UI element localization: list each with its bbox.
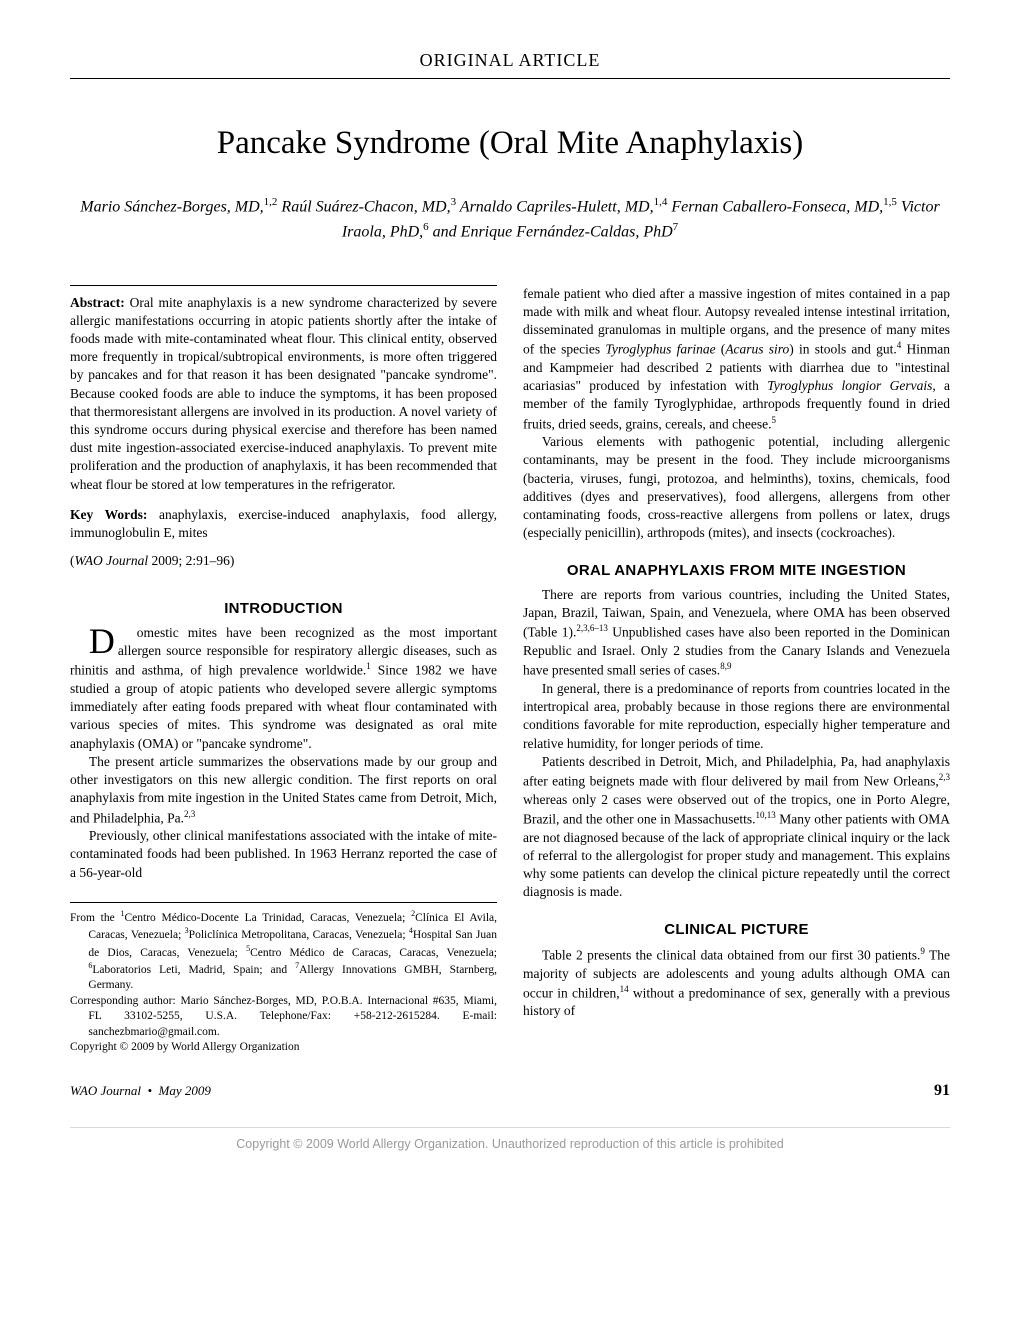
keywords: Key Words: anaphylaxis, exercise-induced…: [70, 506, 497, 542]
article-title: Pancake Syndrome (Oral Mite Anaphylaxis): [70, 121, 950, 166]
col2-para-2: Various elements with pathogenic potenti…: [523, 433, 950, 542]
abstract-text: Oral mite anaphylaxis is a new syndrome …: [70, 295, 497, 492]
abstract-body: Abstract: Oral mite anaphylaxis is a new…: [70, 294, 497, 494]
heading-clinical: CLINICAL PICTURE: [523, 920, 950, 940]
abstract-block: Abstract: Oral mite anaphylaxis is a new…: [70, 285, 497, 571]
heading-introduction: INTRODUCTION: [70, 599, 497, 619]
affiliation-block: From the 1Centro Médico-Docente La Trini…: [70, 902, 497, 1056]
col2-para-1: female patient who died after a massive …: [523, 285, 950, 434]
citation: (WAO Journal 2009; 2:91–96): [70, 552, 497, 570]
corresponding-author: Corresponding author: Mario Sánchez-Borg…: [70, 994, 497, 1041]
heading-oral: ORAL ANAPHYLAXIS FROM MITE INGESTION: [523, 561, 950, 581]
intro-para-3: Previously, other clinical manifestation…: [70, 827, 497, 882]
intro-para-2: The present article summarizes the obser…: [70, 753, 497, 827]
section-header: ORIGINAL ARTICLE: [70, 48, 950, 79]
copyright-line: Copyright © 2009 by World Allergy Organi…: [70, 1040, 497, 1056]
clinical-para-1: Table 2 presents the clinical data obtai…: [523, 945, 950, 1021]
author-list: Mario Sánchez-Borges, MD,1,2 Raúl Suárez…: [70, 194, 950, 245]
oral-para-1: There are reports from various countries…: [523, 586, 950, 680]
page-footer: WAO Journal • May 2009 91: [70, 1080, 950, 1102]
footer-journal: WAO Journal • May 2009: [70, 1082, 211, 1100]
copyright-banner: Copyright © 2009 World Allergy Organizat…: [70, 1127, 950, 1153]
intro-para-1: Domestic mites have been recognized as t…: [70, 624, 497, 753]
dropcap-letter: D: [70, 624, 118, 656]
oral-para-2: In general, there is a predominance of r…: [523, 680, 950, 753]
oral-para-3: Patients described in Detroit, Mich, and…: [523, 753, 950, 902]
abstract-label: Abstract:: [70, 295, 125, 310]
keywords-label: Key Words:: [70, 507, 147, 522]
page-number: 91: [934, 1080, 950, 1102]
body-columns: Abstract: Oral mite anaphylaxis is a new…: [70, 285, 950, 1056]
